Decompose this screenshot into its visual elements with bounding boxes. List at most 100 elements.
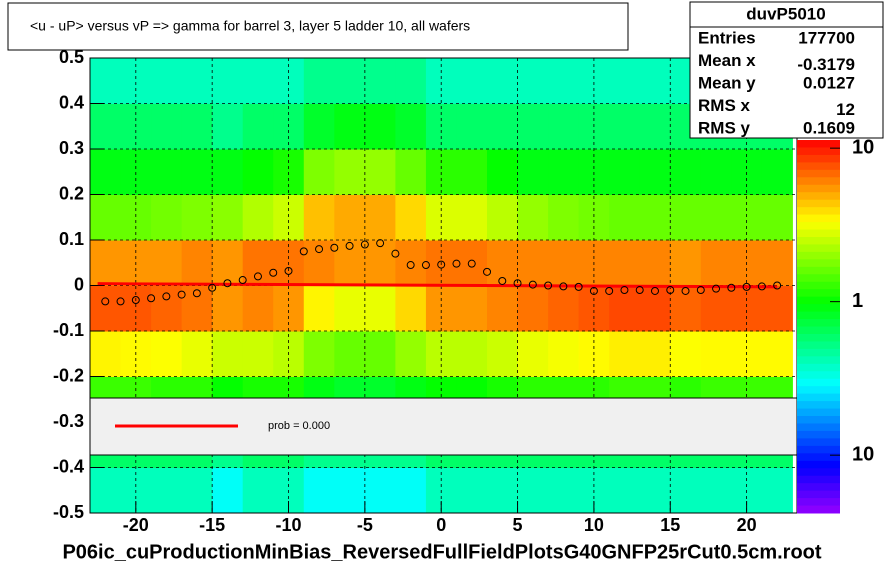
profile-point bbox=[315, 245, 324, 254]
colorbar-step bbox=[797, 505, 840, 514]
heatmap-cell bbox=[456, 103, 488, 150]
heatmap-cell bbox=[700, 331, 732, 377]
heatmap-cell bbox=[395, 467, 427, 514]
heatmap-cell bbox=[303, 240, 335, 286]
chart-title: <u - uP> versus vP => gamma for barrel 3… bbox=[30, 18, 470, 34]
heatmap-cell bbox=[242, 240, 274, 286]
heatmap-cell bbox=[151, 467, 183, 514]
z-tick-label: 10 bbox=[852, 443, 874, 465]
profile-point bbox=[299, 247, 308, 256]
heatmap-cell bbox=[609, 285, 641, 332]
profile-point bbox=[253, 272, 262, 281]
heatmap-cell bbox=[761, 285, 793, 332]
heatmap-cell bbox=[364, 285, 396, 332]
profile-point bbox=[681, 286, 690, 295]
heatmap-cell bbox=[364, 194, 396, 241]
heatmap-cell bbox=[609, 103, 641, 150]
heatmap-cell bbox=[242, 467, 274, 514]
profile-point bbox=[101, 297, 110, 306]
heatmap-cell bbox=[456, 149, 488, 195]
heatmap-cell bbox=[212, 331, 244, 377]
colorbar-step bbox=[797, 378, 840, 387]
colorbar-step bbox=[797, 326, 840, 335]
heatmap-cell bbox=[548, 194, 580, 241]
colorbar-step bbox=[797, 430, 840, 439]
heatmap-cell bbox=[395, 58, 427, 104]
heatmap-cell bbox=[364, 240, 396, 286]
heatmap-cell bbox=[761, 149, 793, 195]
heatmap-cell bbox=[364, 58, 396, 104]
profile-point bbox=[345, 241, 354, 250]
colorbar-step bbox=[797, 416, 840, 424]
x-tick-label: -10 bbox=[276, 515, 302, 535]
heatmap-cell bbox=[700, 149, 732, 195]
colorbar-step bbox=[797, 348, 840, 357]
profile-point bbox=[269, 268, 278, 277]
colorbar-step bbox=[797, 333, 840, 342]
heatmap-cell bbox=[334, 331, 366, 377]
profile-point bbox=[391, 249, 400, 258]
profile-point bbox=[559, 282, 568, 291]
colorbar-step bbox=[797, 259, 840, 268]
profile-point bbox=[635, 286, 644, 295]
colorbar-step bbox=[797, 244, 840, 253]
heatmap-cell bbox=[609, 149, 641, 195]
colorbar-step bbox=[797, 408, 840, 417]
heatmap-cell bbox=[212, 103, 244, 150]
heatmap-cell bbox=[212, 58, 244, 104]
profile-point bbox=[452, 259, 461, 268]
heatmap-cell bbox=[395, 331, 427, 377]
y-tick-label: -0.1 bbox=[53, 320, 84, 340]
colorbar-step bbox=[797, 274, 840, 283]
profile-point bbox=[544, 281, 553, 290]
colorbar-step bbox=[797, 371, 840, 380]
y-tick-label: 0.2 bbox=[59, 183, 84, 203]
heatmap-cell bbox=[639, 194, 671, 241]
heatmap-cell bbox=[90, 103, 122, 150]
colorbar-step bbox=[797, 423, 840, 432]
y-tick-label: 0.1 bbox=[59, 229, 84, 249]
heatmap-cell bbox=[364, 103, 396, 150]
y-tick-label: 0.4 bbox=[59, 92, 84, 112]
heatmap-cell bbox=[212, 149, 244, 195]
colorbar-step bbox=[797, 475, 840, 484]
y-tick-label: -0.4 bbox=[53, 456, 84, 476]
stats-value: 177700 bbox=[798, 28, 855, 47]
colorbar-step bbox=[797, 311, 840, 320]
heatmap-cell bbox=[487, 331, 519, 377]
x-tick-label: -15 bbox=[199, 515, 225, 535]
profile-point bbox=[116, 297, 125, 306]
colorbar-step bbox=[797, 319, 840, 327]
y-tick-label: -0.2 bbox=[53, 365, 84, 385]
colorbar-step bbox=[797, 341, 840, 350]
heatmap-cell bbox=[242, 285, 274, 332]
x-tick-label: -5 bbox=[357, 515, 373, 535]
colorbar-step bbox=[797, 192, 840, 201]
heatmap-cell bbox=[639, 331, 671, 377]
heatmap-cell bbox=[181, 331, 213, 377]
heatmap-cell bbox=[517, 149, 549, 195]
heatmap-cell bbox=[242, 58, 274, 104]
heatmap-cell bbox=[548, 103, 580, 150]
heatmap-cell bbox=[548, 331, 580, 377]
colorbar-step bbox=[797, 199, 840, 208]
heatmap-cell bbox=[181, 285, 213, 332]
heatmap-cell bbox=[700, 467, 732, 514]
heatmap-cell bbox=[700, 240, 732, 286]
stats-label: RMS y bbox=[698, 118, 751, 137]
colorbar-step bbox=[797, 177, 840, 186]
colorbar-step bbox=[797, 266, 840, 275]
profile-point bbox=[238, 276, 247, 285]
profile-point bbox=[773, 281, 782, 290]
stats-value: 0.0127 bbox=[803, 73, 855, 92]
stats-name: duvP5010 bbox=[746, 4, 825, 23]
colorbar-step bbox=[797, 169, 840, 178]
y-tick-label: -0.5 bbox=[53, 502, 84, 522]
heatmap-cell bbox=[334, 194, 366, 241]
heatmap-cell bbox=[517, 467, 549, 514]
heatmap-cell bbox=[181, 58, 213, 104]
heatmap-cell bbox=[242, 331, 274, 377]
heatmap-cell bbox=[90, 467, 122, 514]
stats-value: 12 bbox=[836, 100, 855, 119]
profile-point bbox=[223, 279, 232, 288]
